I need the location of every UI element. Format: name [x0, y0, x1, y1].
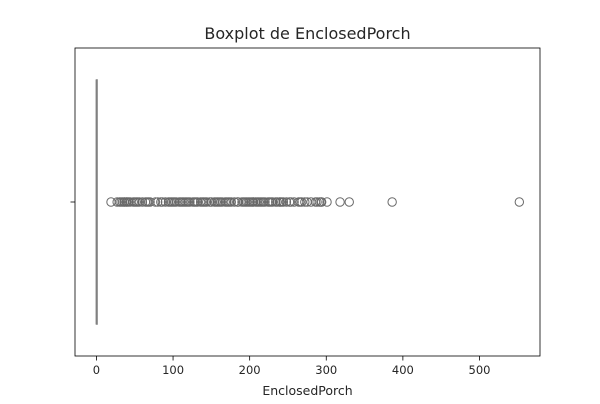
outlier-point: [260, 197, 270, 207]
box: [95, 79, 98, 325]
outlier-point: [150, 197, 161, 207]
outlier-point: [153, 197, 163, 207]
outlier-point: [289, 197, 299, 207]
x-tick-label: 500: [469, 363, 491, 377]
outlier-point: [112, 197, 122, 207]
outlier-point: [206, 197, 217, 207]
outlier-point: [514, 197, 525, 207]
outlier-point: [202, 197, 212, 207]
outlier-point: [137, 197, 148, 207]
x-tick-label: 0: [93, 363, 100, 377]
outlier-point: [217, 197, 227, 207]
outlier-point: [185, 197, 195, 207]
outlier-point: [281, 197, 292, 207]
outlier-point: [387, 197, 397, 207]
outlier-point: [300, 197, 310, 207]
outlier-point: [272, 197, 282, 207]
outlier-point: [157, 197, 168, 207]
outlier-point: [145, 197, 155, 207]
outlier-point: [192, 197, 203, 207]
x-tick-label: 400: [392, 363, 414, 377]
x-axis: 0 100 200 300 400 500: [93, 356, 491, 377]
chart-title: Boxplot de EnclosedPorch: [204, 24, 410, 43]
x-tick-label: 100: [162, 363, 184, 377]
outlier-point: [160, 197, 171, 207]
outliers: [106, 197, 525, 207]
outlier-point: [322, 197, 332, 207]
x-tick-label: 300: [315, 363, 337, 377]
outlier-point: [316, 197, 327, 207]
outlier-point: [267, 197, 278, 207]
outlier-point: [171, 197, 181, 207]
outlier-point: [344, 197, 354, 207]
outlier-point: [297, 197, 307, 207]
x-tick-label: 200: [239, 363, 261, 377]
outlier-point: [134, 197, 145, 207]
outlier-point: [335, 197, 345, 207]
outlier-point: [229, 197, 240, 207]
outlier-point: [125, 197, 135, 207]
outlier-point: [312, 197, 322, 207]
x-axis-label: EnclosedPorch: [262, 383, 352, 398]
outlier-point: [278, 197, 289, 207]
outlier-point: [226, 197, 236, 207]
outlier-point: [286, 197, 296, 207]
